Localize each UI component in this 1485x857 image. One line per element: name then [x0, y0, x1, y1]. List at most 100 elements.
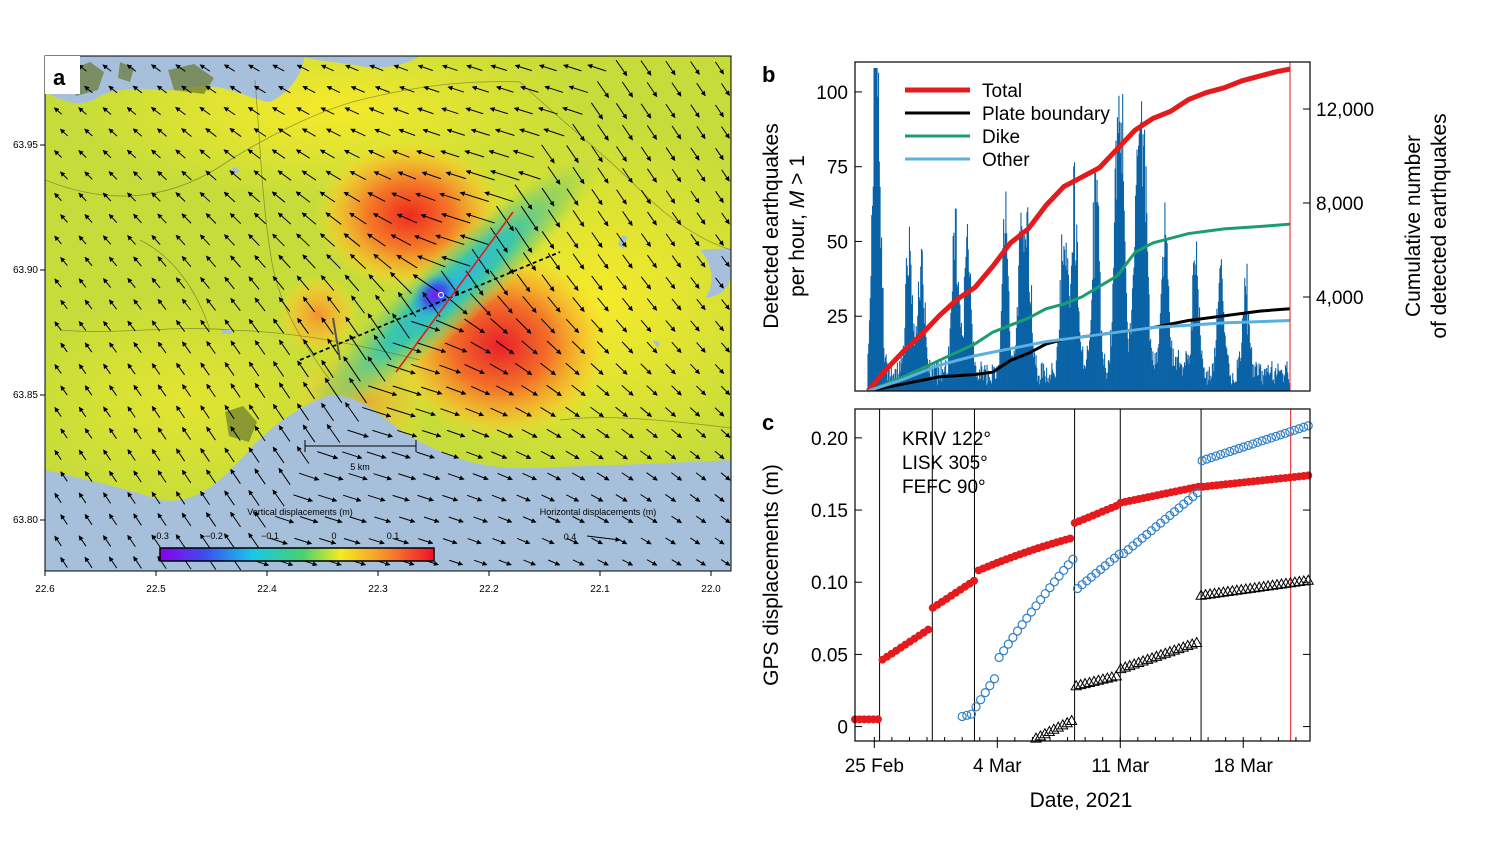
- arrow-icon: [572, 516, 585, 523]
- arrow-icon: [372, 213, 392, 224]
- triangle-marker: [1070, 679, 1082, 691]
- arrow-icon: [622, 124, 633, 141]
- arrow-icon: [640, 233, 652, 247]
- arrow-icon: [350, 86, 365, 93]
- arrow-icon: [572, 210, 585, 227]
- arrow-icon: [671, 515, 682, 524]
- arrow-icon: [496, 385, 515, 396]
- arrow-icon: [151, 320, 161, 332]
- triangle-marker: [1275, 577, 1288, 589]
- arrow-icon: [490, 227, 508, 253]
- arrow-icon: [369, 64, 384, 72]
- triangle-marker: [1065, 714, 1078, 726]
- arrow-icon: [373, 334, 392, 361]
- arrow-icon: [517, 537, 531, 545]
- arrow-icon: [590, 362, 604, 376]
- arrow-icon: [223, 64, 235, 72]
- arrow-icon: [59, 128, 69, 137]
- arrow-icon: [151, 192, 161, 202]
- triangle-marker: [1235, 583, 1248, 595]
- arrow-icon: [318, 494, 338, 502]
- arrow-icon: [514, 227, 533, 253]
- arrow-icon: [127, 320, 136, 332]
- arrow-icon: [714, 450, 725, 460]
- arrow-icon: [690, 363, 700, 375]
- arrow-icon: [54, 278, 62, 288]
- arrow-icon: [746, 560, 755, 566]
- arrow-icon: [544, 85, 564, 93]
- arrow-icon: [320, 64, 334, 72]
- arrow-icon: [720, 342, 731, 353]
- arrow-icon: [746, 430, 754, 438]
- circle-marker: [1289, 425, 1300, 435]
- arrow-icon: [102, 235, 112, 245]
- arrow-icon: [324, 516, 343, 524]
- triangle-marker: [1280, 577, 1292, 588]
- arrow-icon: [690, 61, 700, 75]
- arrow-icon: [320, 275, 335, 291]
- arrow-icon: [102, 492, 112, 504]
- arrow-icon: [302, 85, 316, 94]
- arrow-icon: [53, 107, 63, 115]
- arrow-icon: [540, 406, 556, 418]
- epicenter-marker: [438, 292, 444, 298]
- triangle-marker: [1132, 656, 1145, 667]
- arrow-icon: [132, 171, 143, 180]
- arrow-icon: [498, 559, 512, 566]
- arrow-icon: [622, 559, 634, 566]
- arrow-icon: [522, 472, 537, 481]
- c-y-tick-label: 0.10: [811, 573, 848, 594]
- c-x-tick-label: 18 Mar: [1214, 756, 1274, 777]
- circle-marker: [994, 652, 1004, 663]
- arrow-icon: [411, 363, 441, 375]
- circle-marker: [1017, 620, 1027, 630]
- arrow-icon: [157, 470, 167, 483]
- arrow-icon: [230, 426, 241, 441]
- arrow-icon: [740, 235, 747, 245]
- panel-b-ylabel-line2: per hour, M > 1: [786, 155, 809, 297]
- arrow-icon: [597, 297, 609, 312]
- arrow-icon: [689, 537, 701, 545]
- arrow-icon: [320, 107, 335, 115]
- arrow-icon: [344, 274, 360, 292]
- arrow-icon: [622, 297, 633, 312]
- panel-c-axes: 0.20 0.15 0.10 0.05 0 25 Feb 4 Mar 11 Mar 18 Mar: [811, 429, 1310, 777]
- arrow-icon: [133, 470, 142, 483]
- arrow-icon: [254, 511, 266, 528]
- arrow-icon: [271, 191, 286, 203]
- arrow-icon: [247, 106, 260, 116]
- arrow-icon: [84, 385, 93, 396]
- circle-marker: [1202, 454, 1212, 464]
- panel-c-frame: [854, 408, 1311, 742]
- arrow-icon: [547, 516, 561, 523]
- arrow-icon: [422, 473, 441, 481]
- arrow-icon: [151, 106, 161, 116]
- arrow-icon: [640, 103, 652, 119]
- arrow-icon: [181, 426, 192, 440]
- station-annotations: KRIV 122° LISK 305° FEFC 90°: [902, 429, 991, 498]
- map-y-tick-label: 63.80: [13, 515, 38, 526]
- arrow-icon: [343, 538, 361, 545]
- arrow-icon: [349, 377, 367, 404]
- arrow-icon: [205, 255, 217, 268]
- arrow-icon: [547, 166, 561, 185]
- triangle-marker: [1083, 676, 1096, 687]
- arrow-icon: [566, 145, 579, 163]
- map-x-tick-label: 22.1: [590, 584, 610, 595]
- arrow-icon: [102, 278, 112, 288]
- arrow-icon: [298, 472, 320, 481]
- arrow-icon: [108, 128, 118, 137]
- arrow-icon: [132, 85, 143, 94]
- arrow-icon: [447, 473, 465, 481]
- arrow-icon: [665, 233, 676, 247]
- triangle-marker: [1204, 587, 1216, 599]
- circle-marker: [1026, 607, 1036, 617]
- circle-marker: [1266, 433, 1276, 443]
- arrow-icon: [714, 61, 725, 75]
- arrow-icon: [540, 450, 556, 460]
- arrow-icon: [319, 191, 336, 203]
- arrow-icon: [615, 363, 628, 375]
- arrow-icon: [296, 64, 310, 72]
- arrow-icon: [297, 317, 309, 334]
- arrow-icon: [60, 214, 68, 223]
